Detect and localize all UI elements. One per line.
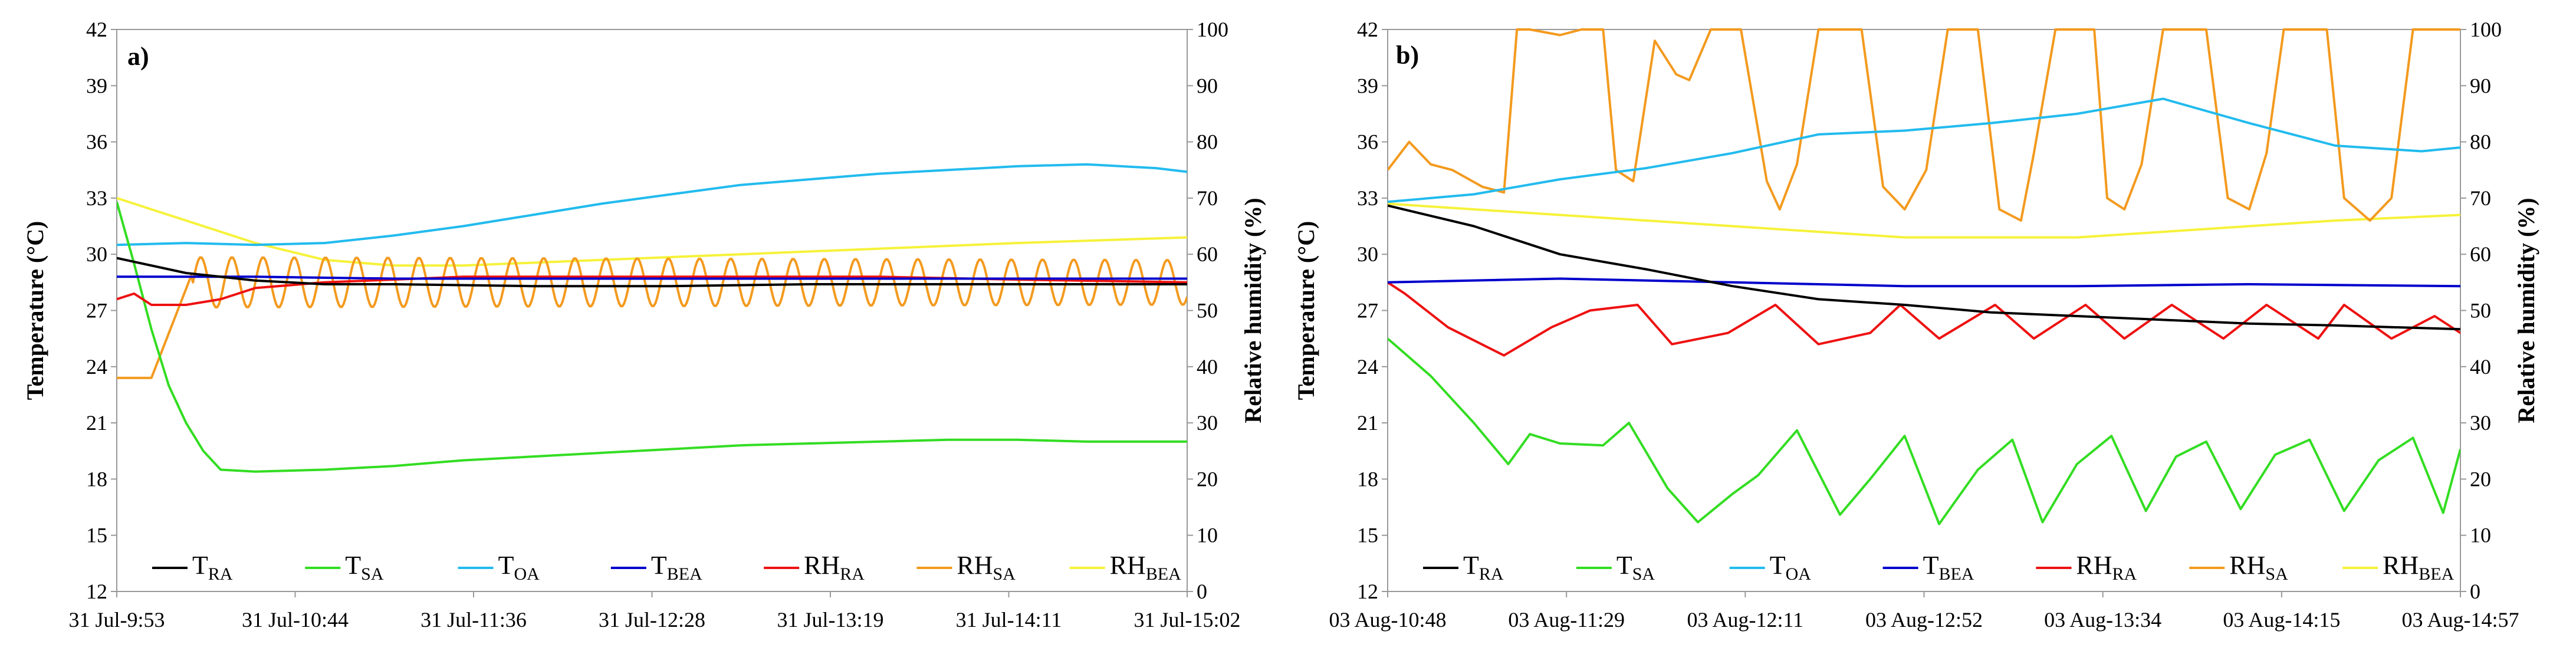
y-tick-label: 27	[86, 299, 107, 323]
x-tick-label: 31 Jul-14:11	[956, 608, 1062, 632]
y2-tick-label: 0	[2470, 580, 2480, 603]
series-line-t-oa	[1388, 97, 2460, 203]
series-line-t-ra	[117, 257, 1187, 288]
y-tick-label: 36	[1357, 130, 1378, 154]
legend-label: TOA	[498, 551, 540, 584]
y-tick-label: 30	[1357, 242, 1378, 266]
legend-label: RHSA	[2229, 551, 2288, 584]
legend-label: RHBEA	[1110, 551, 1181, 584]
plot-frame	[116, 29, 1188, 592]
y-tick-label: 12	[86, 580, 107, 603]
y2-tick-label: 10	[1197, 524, 1218, 547]
series-line-t-oa	[117, 163, 1187, 246]
legend-label: RHSA	[957, 551, 1016, 584]
x-tick-label: 31 Jul-12:28	[599, 608, 705, 632]
legend-label: TOA	[1770, 551, 1812, 584]
chart-panel-a: 4239363330272421181512100908070605040302…	[22, 18, 1266, 632]
series-line-rh-ra	[117, 275, 1187, 306]
chart-panel-b: 4239363330272421181512100908070605040302…	[1293, 18, 2539, 632]
y2-tick-label: 70	[1197, 186, 1218, 210]
y2-tick-label: 30	[2470, 411, 2491, 435]
y2-tick-label: 10	[2470, 524, 2491, 547]
y2-tick-label: 60	[1197, 242, 1218, 266]
y-tick-label: 33	[86, 186, 107, 210]
series-line-rh-ra	[1388, 281, 2460, 357]
y-tick-label: 42	[1357, 18, 1378, 41]
y-axis-label: Temperature (°C)	[22, 221, 48, 400]
y2-tick-label: 50	[1197, 299, 1218, 323]
y-tick-label: 15	[1357, 524, 1378, 547]
legend-label: RHRA	[804, 551, 865, 584]
y-tick-label: 27	[1357, 299, 1378, 323]
y2-tick-label: 80	[2470, 130, 2491, 154]
y-tick-label: 15	[86, 524, 107, 547]
legend-label: RHRA	[2076, 551, 2137, 584]
y-tick-label: 33	[1357, 186, 1378, 210]
y-tick-label: 24	[86, 355, 107, 379]
y2-axis-label: Relative humidity (%)	[1240, 198, 1266, 423]
y2-tick-label: 40	[1197, 355, 1218, 379]
y2-tick-label: 90	[1197, 74, 1218, 97]
x-tick-label: 03 Aug-11:29	[1508, 608, 1625, 632]
y-tick-label: 18	[1357, 467, 1378, 491]
series-line-rh-bea	[1388, 202, 2460, 239]
series-line-rh-bea	[117, 196, 1187, 267]
y2-tick-label: 70	[2470, 186, 2491, 210]
y2-tick-label: 60	[2470, 242, 2491, 266]
y-tick-label: 18	[86, 467, 107, 491]
y-tick-label: 39	[86, 74, 107, 97]
y2-tick-label: 0	[1197, 580, 1207, 603]
x-tick-label: 03 Aug-12:11	[1687, 608, 1803, 632]
series-line-rh-sa	[1388, 28, 2460, 222]
legend-label: TSA	[1616, 551, 1655, 584]
y2-tick-label: 90	[2470, 74, 2491, 97]
x-tick-label: 31 Jul-13:19	[777, 608, 883, 632]
panel-label: b)	[1396, 41, 1419, 70]
x-tick-label: 03 Aug-14:57	[2401, 608, 2519, 632]
x-tick-label: 03 Aug-12:52	[1865, 608, 1983, 632]
y2-axis-label: Relative humidity (%)	[2513, 198, 2539, 423]
y-tick-label: 21	[86, 411, 107, 435]
y-tick-label: 21	[1357, 411, 1378, 435]
series-line-t-ra	[1388, 204, 2460, 331]
x-tick-label: 03 Aug-10:48	[1329, 608, 1446, 632]
y-axis-label: Temperature (°C)	[1293, 221, 1319, 400]
y-tick-label: 30	[86, 242, 107, 266]
legend-label: TSA	[345, 551, 384, 584]
x-tick-label: 31 Jul-10:44	[242, 608, 349, 632]
y2-tick-label: 50	[2470, 299, 2491, 323]
legend-label: TBEA	[651, 551, 702, 584]
x-tick-label: 31 Jul-11:36	[420, 608, 527, 632]
y2-tick-label: 30	[1197, 411, 1218, 435]
x-tick-label: 03 Aug-13:34	[2044, 608, 2161, 632]
panel-label: a)	[127, 42, 149, 71]
x-tick-label: 31 Jul-9:53	[68, 608, 165, 632]
y2-tick-label: 80	[1197, 130, 1218, 154]
y2-tick-label: 20	[2470, 467, 2491, 491]
series-line-rh-sa	[117, 256, 1187, 379]
y-tick-label: 12	[1357, 580, 1378, 603]
x-tick-label: 03 Aug-14:15	[2223, 608, 2340, 632]
y-tick-label: 42	[86, 18, 107, 41]
y-tick-label: 39	[1357, 74, 1378, 97]
plot-frame	[1387, 29, 2461, 592]
series-line-t-bea	[117, 275, 1187, 280]
x-tick-label: 31 Jul-15:02	[1133, 608, 1240, 632]
legend-label: TBEA	[1923, 551, 1974, 584]
series-line-t-sa	[1388, 337, 2460, 525]
y2-tick-label: 100	[2470, 18, 2502, 41]
y2-tick-label: 40	[2470, 355, 2491, 379]
legend-label: TRA	[1463, 551, 1504, 584]
y-tick-label: 36	[86, 130, 107, 154]
y-tick-label: 24	[1357, 355, 1378, 379]
series-line-t-bea	[1388, 277, 2460, 288]
series-line-t-sa	[117, 201, 1187, 473]
legend-label: RHBEA	[2383, 551, 2454, 584]
y2-tick-label: 20	[1197, 467, 1218, 491]
y2-tick-label: 100	[1197, 18, 1228, 41]
legend-label: TRA	[192, 551, 233, 584]
